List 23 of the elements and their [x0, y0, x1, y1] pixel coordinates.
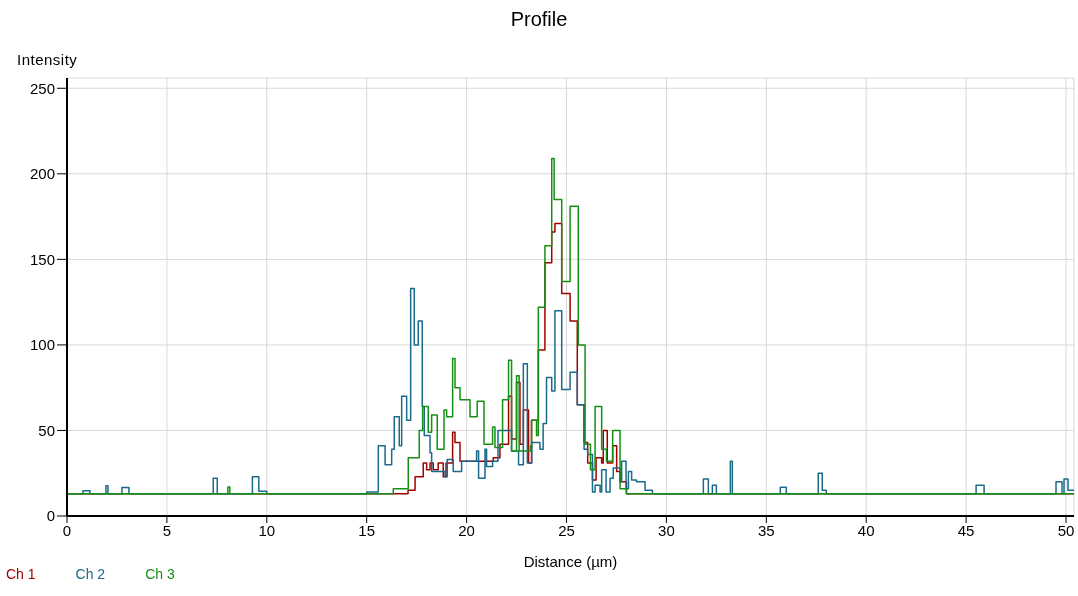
- y-tick-label: 200: [29, 165, 55, 183]
- y-tick-label: 100: [29, 336, 55, 354]
- x-tick-label: 35: [757, 521, 775, 539]
- x-tick-label: 30: [658, 521, 675, 539]
- x-tick-label: 5: [162, 521, 172, 539]
- x-tick-label: 50: [1057, 521, 1075, 539]
- x-tick-label: 10: [258, 521, 276, 539]
- text: Ch 1: [6, 566, 36, 582]
- y-axis-title: Intensity: [17, 51, 78, 68]
- x-tick-label: 40: [857, 521, 875, 539]
- x-tick-label: 25: [558, 521, 575, 539]
- y-tick-label: 250: [29, 79, 55, 97]
- y-tick-label: 50: [38, 421, 55, 439]
- x-tick-label: 45: [957, 521, 975, 539]
- x-tick-label: 20: [458, 521, 475, 539]
- x-tick-label: 0: [62, 521, 72, 539]
- text: Ch 3: [145, 566, 175, 582]
- y-tick-label: 150: [29, 250, 55, 268]
- x-tick-label: 15: [358, 521, 376, 539]
- y-tick-label: 0: [46, 507, 55, 525]
- chart-title: Profile: [509, 8, 569, 31]
- text: Ch 2: [75, 566, 106, 582]
- x-axis-title: Distance (µm): [523, 553, 618, 570]
